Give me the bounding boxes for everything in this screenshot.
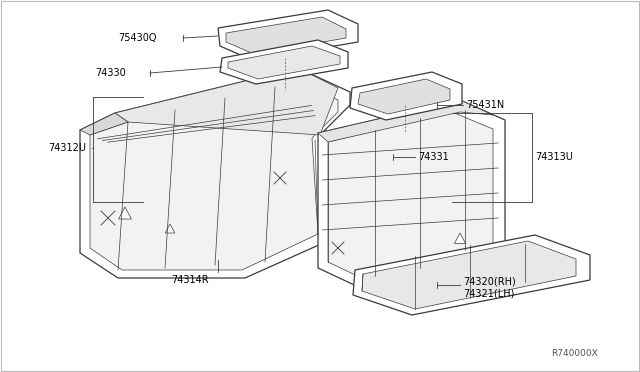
Polygon shape: [80, 113, 128, 135]
Text: R740000X: R740000X: [551, 349, 598, 358]
Polygon shape: [115, 68, 338, 135]
Polygon shape: [318, 100, 505, 290]
Polygon shape: [362, 241, 576, 309]
Text: 75430Q: 75430Q: [118, 33, 157, 43]
Polygon shape: [358, 79, 450, 114]
Circle shape: [378, 266, 383, 271]
Polygon shape: [218, 10, 358, 60]
Polygon shape: [353, 235, 590, 315]
Circle shape: [467, 259, 472, 264]
Polygon shape: [90, 80, 338, 270]
Polygon shape: [318, 100, 493, 142]
Polygon shape: [165, 224, 175, 233]
Text: 74314R: 74314R: [171, 275, 209, 285]
Polygon shape: [350, 72, 462, 120]
Polygon shape: [118, 207, 131, 219]
Circle shape: [527, 255, 532, 260]
Polygon shape: [328, 112, 493, 282]
Text: 75431N: 75431N: [466, 100, 504, 110]
Circle shape: [557, 253, 563, 258]
Text: 74330: 74330: [95, 68, 125, 78]
Polygon shape: [228, 46, 340, 79]
Circle shape: [438, 262, 442, 267]
Polygon shape: [80, 68, 350, 278]
Circle shape: [497, 257, 502, 262]
Text: 74321(LH): 74321(LH): [463, 288, 515, 298]
Text: 74331: 74331: [418, 152, 449, 162]
Polygon shape: [220, 40, 348, 84]
Text: 74320(RH): 74320(RH): [463, 277, 516, 287]
Polygon shape: [454, 233, 466, 244]
Polygon shape: [226, 17, 346, 54]
Circle shape: [408, 264, 413, 269]
Text: 74313U: 74313U: [535, 152, 573, 162]
Text: 74312U: 74312U: [48, 143, 86, 153]
